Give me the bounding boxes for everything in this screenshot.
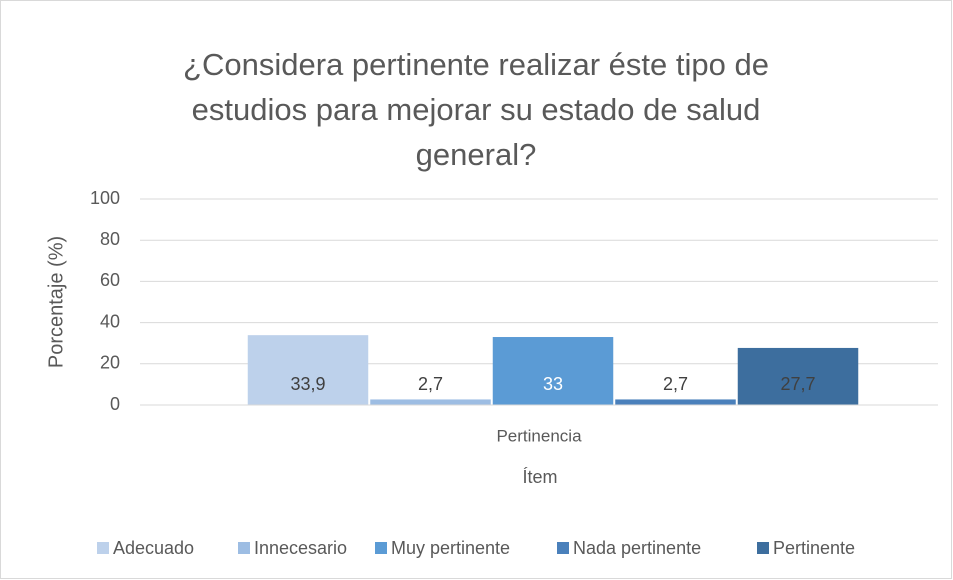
y-tick-label: 20: [100, 353, 120, 373]
legend-label: Muy pertinente: [391, 538, 510, 558]
x-tick-label: Pertinencia: [496, 426, 582, 445]
data-label: 33: [543, 374, 563, 394]
y-axis-title: Porcentaje (%): [45, 236, 67, 368]
bar: [492, 337, 614, 405]
x-axis-title: Ítem: [522, 467, 557, 487]
legend-swatch: [97, 542, 109, 554]
legend-swatch: [238, 542, 250, 554]
bar: [370, 399, 491, 405]
y-tick-label: 40: [100, 311, 120, 331]
data-label: 33,9: [290, 374, 325, 394]
bar: [615, 399, 736, 405]
legend-label: Nada pertinente: [573, 538, 701, 558]
legend-label: Adecuado: [113, 538, 194, 558]
y-tick-label: 60: [100, 270, 120, 290]
data-label: 2,7: [418, 374, 443, 394]
bar: [247, 335, 369, 405]
y-tick-label: 80: [100, 229, 120, 249]
legend-label: Pertinente: [773, 538, 855, 558]
legend-swatch: [757, 542, 769, 554]
bar: [737, 347, 859, 405]
legend-swatch: [375, 542, 387, 554]
data-label: 27,7: [780, 374, 815, 394]
data-label: 2,7: [663, 374, 688, 394]
legend-swatch: [557, 542, 569, 554]
y-tick-label: 100: [90, 188, 120, 208]
y-tick-label: 0: [110, 394, 120, 414]
chart-title: ¿Considera pertinente realizar éste tipo…: [183, 47, 769, 172]
legend-label: Innecesario: [254, 538, 347, 558]
